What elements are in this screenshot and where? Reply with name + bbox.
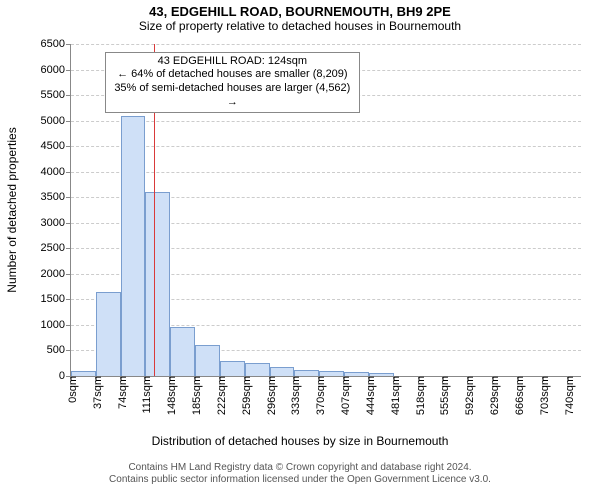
gridline xyxy=(71,146,581,147)
ytick-label: 3500 xyxy=(41,191,71,203)
histogram-bar xyxy=(294,370,319,376)
gridline xyxy=(71,44,581,45)
xtick-label: 0sqm xyxy=(63,376,79,403)
histogram-bar xyxy=(71,371,96,376)
footer-line-2: Contains public sector information licen… xyxy=(0,474,600,486)
y-axis-label: Number of detached properties xyxy=(5,127,19,292)
xtick-label: 481sqm xyxy=(386,376,402,415)
annotation-line-2: ← 64% of detached houses are smaller (8,… xyxy=(112,68,354,82)
ytick-label: 500 xyxy=(47,344,71,356)
chart-title: 43, EDGEHILL ROAD, BOURNEMOUTH, BH9 2PE xyxy=(0,0,600,19)
ytick-label: 4000 xyxy=(41,166,71,178)
xtick-label: 555sqm xyxy=(435,376,451,415)
figure-container: 43, EDGEHILL ROAD, BOURNEMOUTH, BH9 2PE … xyxy=(0,0,600,500)
xtick-label: 37sqm xyxy=(88,376,104,409)
xtick-label: 185sqm xyxy=(187,376,203,415)
xtick-label: 629sqm xyxy=(485,376,501,415)
histogram-bar xyxy=(369,373,394,376)
chart-subtitle: Size of property relative to detached ho… xyxy=(0,19,600,33)
annotation-line-1: 43 EDGEHILL ROAD: 124sqm xyxy=(112,55,354,69)
xtick-label: 74sqm xyxy=(113,376,129,409)
ytick-label: 3000 xyxy=(41,217,71,229)
ytick-label: 1500 xyxy=(41,293,71,305)
histogram-bar xyxy=(270,367,295,376)
histogram-bar xyxy=(344,372,369,376)
histogram-bar xyxy=(170,327,195,376)
xtick-label: 296sqm xyxy=(262,376,278,415)
histogram-bar xyxy=(220,361,245,376)
ytick-label: 6500 xyxy=(41,38,71,50)
xtick-label: 666sqm xyxy=(510,376,526,415)
histogram-bar xyxy=(195,345,220,376)
xtick-label: 222sqm xyxy=(212,376,228,415)
annotation-box: 43 EDGEHILL ROAD: 124sqm← 64% of detache… xyxy=(105,52,361,113)
gridline xyxy=(71,172,581,173)
histogram-bar xyxy=(121,116,146,376)
ytick-label: 5000 xyxy=(41,115,71,127)
histogram-bar xyxy=(145,192,170,376)
ytick-label: 6000 xyxy=(41,64,71,76)
ytick-label: 2500 xyxy=(41,242,71,254)
chart-area: 0500100015002000250030003500400045005000… xyxy=(70,44,580,376)
histogram-bar xyxy=(96,292,121,376)
xtick-label: 444sqm xyxy=(361,376,377,415)
xtick-label: 111sqm xyxy=(137,376,153,414)
footer-line-1: Contains HM Land Registry data © Crown c… xyxy=(0,462,600,474)
ytick-label: 2000 xyxy=(41,268,71,280)
annotation-line-3: 35% of semi-detached houses are larger (… xyxy=(112,82,354,110)
xtick-label: 518sqm xyxy=(411,376,427,415)
xtick-label: 259sqm xyxy=(237,376,253,415)
ytick-label: 1000 xyxy=(41,319,71,331)
xtick-label: 592sqm xyxy=(460,376,476,415)
histogram-bar xyxy=(245,363,270,376)
plot-region: 0500100015002000250030003500400045005000… xyxy=(70,44,581,377)
histogram-bar xyxy=(319,371,344,376)
xtick-label: 703sqm xyxy=(535,376,551,415)
xtick-label: 333sqm xyxy=(286,376,302,415)
ytick-label: 4500 xyxy=(41,140,71,152)
gridline xyxy=(71,121,581,122)
footer: Contains HM Land Registry data © Crown c… xyxy=(0,462,600,486)
xtick-label: 407sqm xyxy=(336,376,352,415)
ytick-label: 5500 xyxy=(41,89,71,101)
xtick-label: 370sqm xyxy=(311,376,327,415)
x-axis-label: Distribution of detached houses by size … xyxy=(0,434,600,448)
xtick-label: 148sqm xyxy=(162,376,178,415)
xtick-label: 740sqm xyxy=(560,376,576,415)
